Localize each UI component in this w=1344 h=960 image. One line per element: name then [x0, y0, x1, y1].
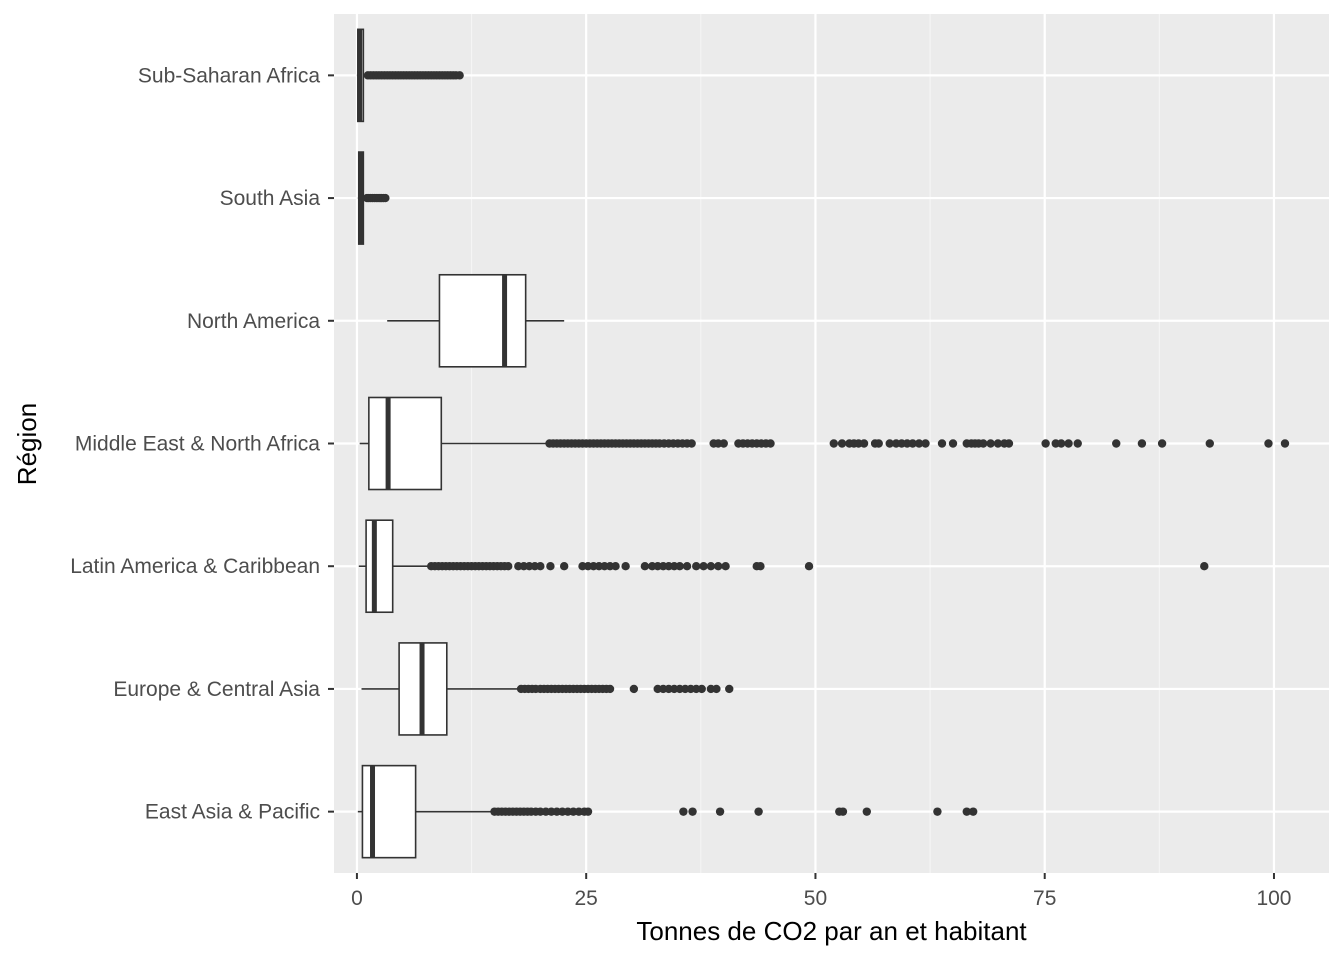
outlier-point	[914, 439, 924, 448]
outlier-point	[621, 562, 630, 571]
outlier-point	[679, 807, 688, 816]
outlier-point	[611, 562, 620, 571]
outlier-point	[756, 562, 765, 571]
outlier-point	[714, 562, 723, 571]
x-tick-label: 100	[1256, 887, 1291, 910]
box-iqr	[368, 396, 443, 491]
box-group	[387, 273, 565, 368]
box-group	[361, 642, 734, 736]
outlier-point	[1200, 562, 1209, 571]
outlier-point	[962, 807, 971, 816]
y-tick-label: South Asia	[220, 187, 321, 210]
outlier-point	[682, 562, 692, 571]
outlier-point	[725, 684, 734, 694]
outlier-point	[455, 71, 464, 80]
outlier-point	[968, 807, 978, 816]
outlier-point	[559, 562, 569, 571]
outlier-point	[1004, 439, 1014, 448]
outlier-point	[640, 562, 650, 571]
outlier-point	[1112, 439, 1121, 448]
y-axis-ticks: East Asia & Pacific Europe & Central Asia…	[70, 64, 334, 824]
outlier-point	[715, 807, 725, 816]
outlier-point	[605, 684, 615, 694]
x-axis-title: Tonnes de CO2 par an et habitant	[636, 916, 1027, 946]
outlier-point	[583, 807, 593, 816]
outlier-point	[885, 439, 894, 448]
outlier-point	[979, 439, 988, 448]
y-tick-label: East Asia & Pacific	[145, 801, 320, 824]
outlier-point	[754, 807, 763, 816]
outlier-point	[692, 562, 701, 571]
outlier-point	[1205, 439, 1214, 448]
x-axis-ticks: 0 25 50 75 100	[351, 873, 1292, 910]
outlier-point	[546, 562, 555, 571]
box-group	[357, 151, 390, 245]
box-series	[356, 28, 1290, 859]
outlier-point	[712, 684, 721, 694]
outlier-point	[629, 684, 639, 694]
outlier-point	[933, 807, 942, 816]
outlier-point	[721, 562, 730, 571]
outlier-point	[874, 439, 883, 448]
outlier-point	[697, 684, 706, 694]
y-axis-title: Région	[12, 403, 42, 485]
outlier-point	[1057, 439, 1066, 448]
outlier-point	[921, 439, 930, 448]
x-tick-label: 0	[351, 887, 363, 910]
x-tick-label: 25	[575, 887, 598, 910]
outlier-point	[838, 807, 848, 816]
outlier-point	[1137, 439, 1147, 448]
outlier-point	[706, 562, 716, 571]
y-tick-label: Middle East & North Africa	[75, 433, 320, 456]
y-tick-label: North America	[187, 310, 320, 333]
outlier-point	[804, 562, 814, 571]
outlier-point	[504, 562, 513, 571]
box-group	[359, 396, 1290, 491]
outlier-point	[829, 439, 838, 448]
y-tick-label: Europe & Central Asia	[113, 678, 320, 701]
outlier-point	[675, 562, 684, 571]
outlier-point	[699, 562, 708, 571]
box-group	[356, 28, 464, 123]
x-tick-label: 75	[1033, 887, 1056, 910]
outlier-point	[908, 439, 917, 448]
outlier-point	[1264, 439, 1273, 448]
y-tick-label: Sub-Saharan Africa	[138, 64, 320, 87]
outlier-point	[766, 439, 775, 448]
outlier-point	[937, 439, 947, 448]
outlier-point	[688, 807, 697, 816]
outlier-point	[862, 807, 872, 816]
box-iqr	[438, 273, 527, 368]
box-group	[357, 764, 978, 859]
outlier-point	[1041, 439, 1050, 448]
outlier-point	[1064, 439, 1073, 448]
outlier-point	[719, 439, 728, 448]
outlier-point	[993, 439, 1003, 448]
y-tick-label: Latin America & Caribbean	[70, 555, 320, 578]
outlier-point	[837, 439, 847, 448]
outlier-point	[1157, 439, 1167, 448]
box-group	[358, 519, 1209, 614]
outlier-point	[948, 439, 958, 448]
box-iqr	[365, 519, 394, 614]
x-tick-label: 50	[804, 887, 827, 910]
outlier-point	[381, 193, 390, 203]
outlier-point	[1073, 439, 1082, 448]
grid-lines	[334, 14, 1329, 873]
outlier-point	[687, 439, 696, 448]
outlier-point	[859, 439, 869, 448]
outlier-point	[1280, 439, 1290, 448]
outlier-point	[986, 439, 995, 448]
outlier-point	[536, 562, 545, 571]
